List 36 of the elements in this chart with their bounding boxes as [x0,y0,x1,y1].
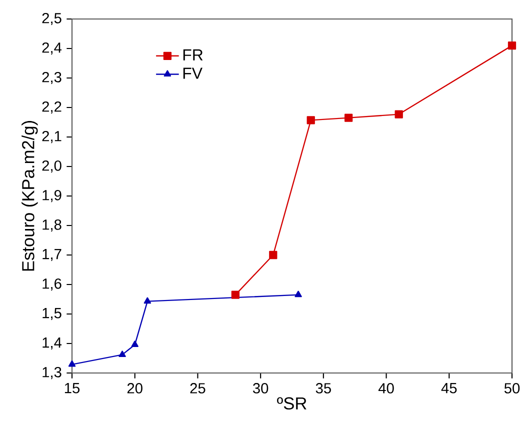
x-tick-label: 35 [316,383,331,394]
x-tick-label: 25 [190,383,206,394]
y-tick-label: 1,4 [42,338,62,350]
point [294,290,302,298]
point [131,340,138,348]
y-tick-label: 2,1 [42,130,62,144]
point [306,116,315,124]
point [394,110,403,118]
point [118,350,126,358]
y-tick-label: 2,2 [42,101,62,114]
legend-label: FR [183,49,203,60]
point [144,297,152,304]
y-tick-label: 2,5 [42,12,62,26]
y-tick-label: 1,5 [42,308,62,320]
y-axis-title: Estouro (KPa.m2/g) [22,120,38,271]
y-tick-label: 1,7 [42,249,62,261]
y-tick-label: 2,4 [42,42,62,55]
y-tick-label: 1,3 [42,366,62,380]
x-tick-label: 20 [127,383,142,394]
y-tick-label: 1,6 [42,278,62,291]
point [231,290,240,299]
y-tick-label: 2,3 [42,72,62,84]
y-tick-label: 1,9 [42,190,62,202]
point [508,41,516,50]
y-tick-label: 2,0 [42,160,62,173]
x-tick-label: 50 [504,383,520,394]
x-tick-label: 30 [252,383,268,394]
point [269,250,278,260]
x-tick-label: 15 [64,383,80,394]
legend-label: FV [183,68,202,79]
x-tick-label: 40 [378,383,394,394]
y-tick-label: 1,8 [42,219,62,232]
x-tick-label: 45 [441,383,457,394]
point [68,360,76,367]
point [344,114,353,122]
x-axis-title: ºSR [277,397,306,410]
